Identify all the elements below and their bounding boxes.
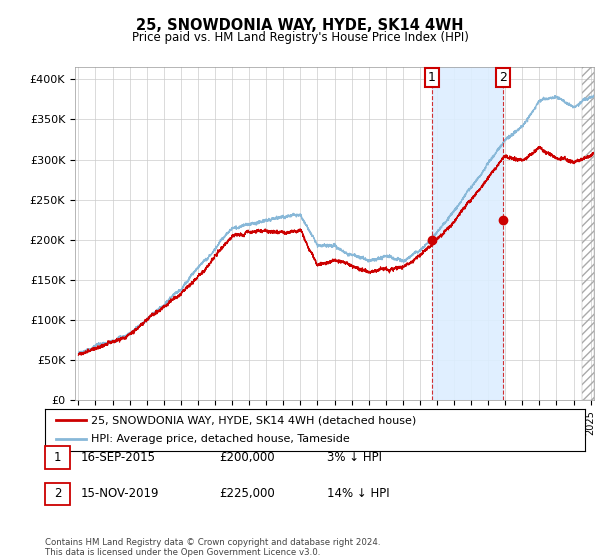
Text: 25, SNOWDONIA WAY, HYDE, SK14 4WH: 25, SNOWDONIA WAY, HYDE, SK14 4WH [136,18,464,33]
Text: 25, SNOWDONIA WAY, HYDE, SK14 4WH (detached house): 25, SNOWDONIA WAY, HYDE, SK14 4WH (detac… [91,415,416,425]
Text: 3% ↓ HPI: 3% ↓ HPI [327,451,382,464]
Text: 2: 2 [499,71,507,83]
Bar [432,67,503,400]
Text: 15-NOV-2019: 15-NOV-2019 [81,487,160,501]
Text: £225,000: £225,000 [219,487,275,501]
Text: 1: 1 [428,71,436,83]
Text: 1: 1 [54,451,61,464]
Text: 14% ↓ HPI: 14% ↓ HPI [327,487,389,501]
Text: 16-SEP-2015: 16-SEP-2015 [81,451,156,464]
Text: Price paid vs. HM Land Registry's House Price Index (HPI): Price paid vs. HM Land Registry's House … [131,31,469,44]
Text: £200,000: £200,000 [219,451,275,464]
Text: HPI: Average price, detached house, Tameside: HPI: Average price, detached house, Tame… [91,435,350,445]
Text: Contains HM Land Registry data © Crown copyright and database right 2024.
This d: Contains HM Land Registry data © Crown c… [45,538,380,557]
Text: 2: 2 [54,487,61,501]
